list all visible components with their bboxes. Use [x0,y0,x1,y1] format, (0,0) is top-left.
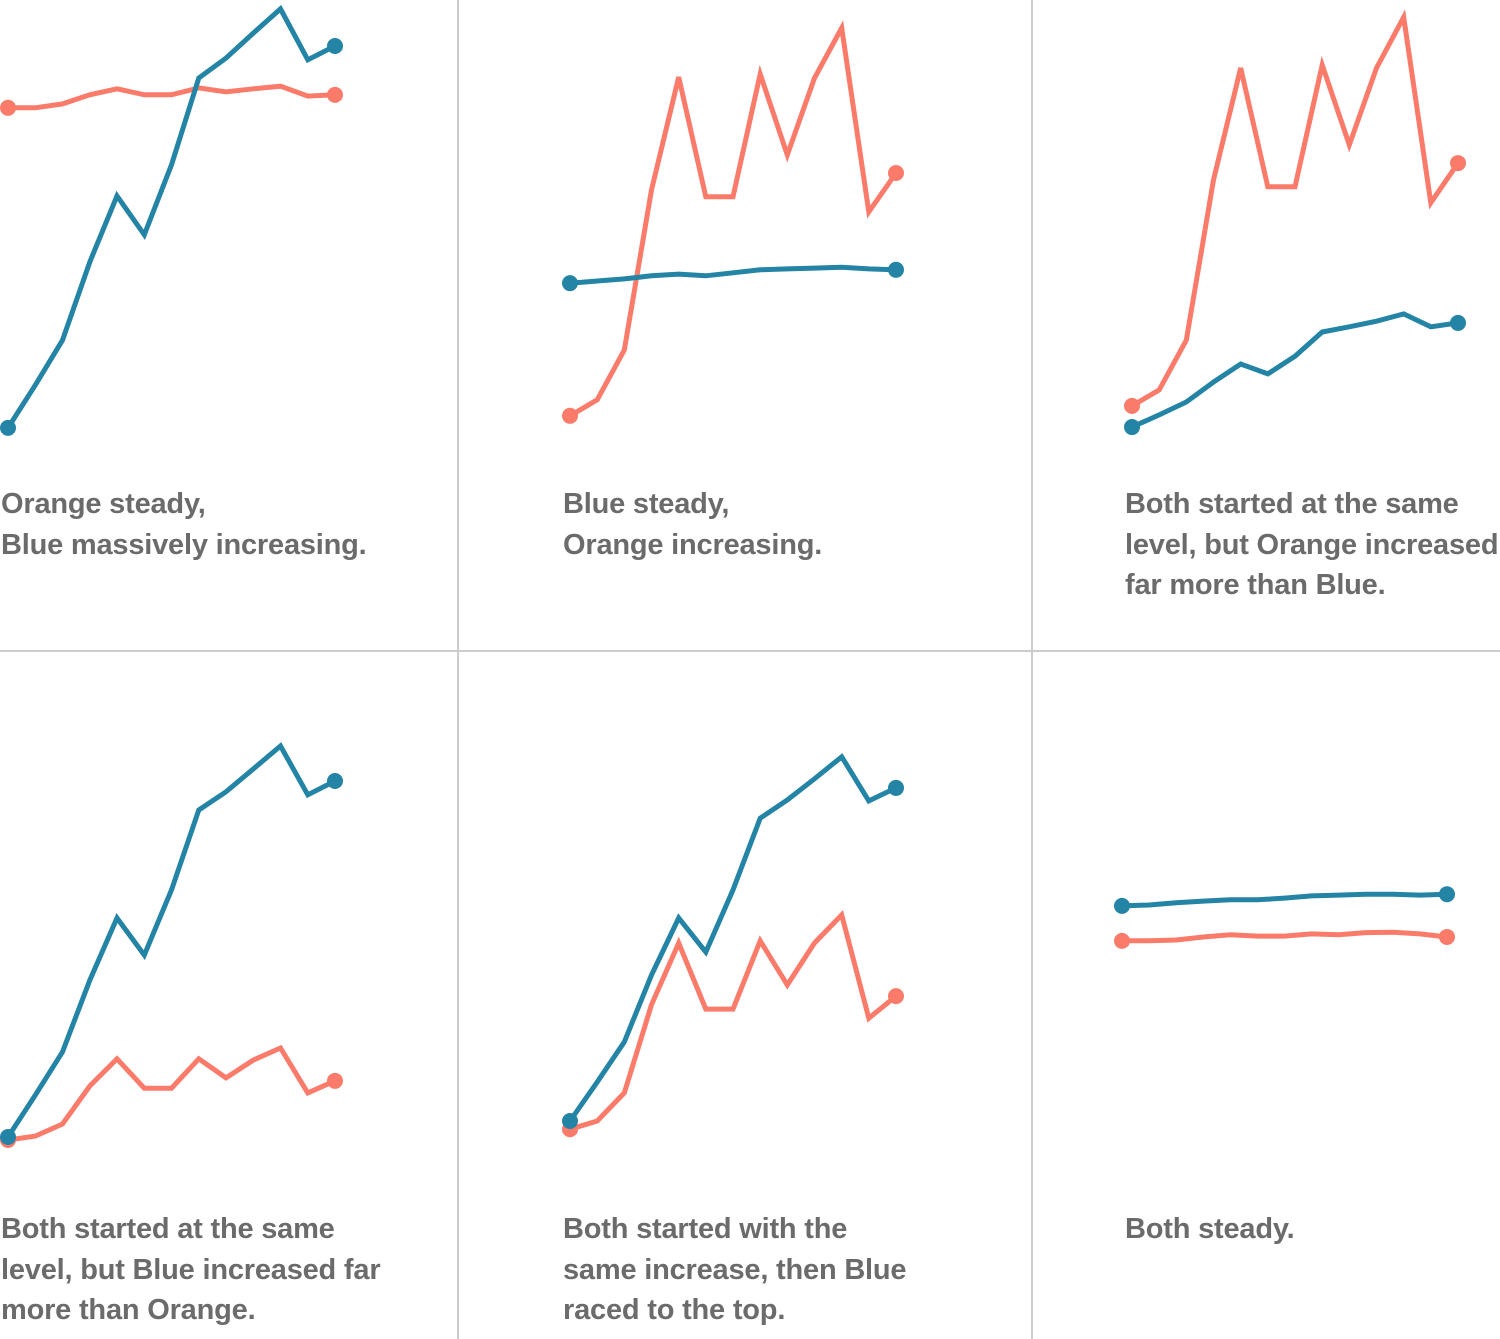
blue-start-point [1114,897,1130,914]
panel-6-caption: Both steady. [1125,1209,1295,1250]
blue-series-line [1130,311,1459,430]
orange-series-line [1122,929,1448,944]
orange-start-point [1114,932,1130,949]
blue-end-point [1450,314,1466,331]
panel-4: Both started at the same level, but Blue… [0,652,457,1339]
caption-line: level, but Orange increased [1125,528,1499,561]
orange-end-point [888,988,904,1005]
blue-series-line [1121,891,1448,909]
panel-6: Both steady. [1033,652,1500,1339]
orange-end-point [888,165,904,182]
caption-line: Both started at the same [1125,488,1459,520]
caption-line: Both started with the [563,1213,848,1245]
column-divider-2 [1031,0,1033,1339]
blue-start-point [562,1112,578,1129]
panel-3-chart [1124,9,1466,436]
caption-line: Orange steady, [1,488,206,520]
caption-line: Blue steady, [563,488,730,520]
caption-line: far more than Blue. [1125,569,1386,601]
panel-2-chart [562,20,904,424]
blue-end-point [1439,886,1455,903]
caption-line: Both steady. [1125,1213,1295,1245]
orange-series-line [7,1044,337,1143]
caption-line: Both started at the same [1,1213,335,1245]
orange-start-point [562,407,578,424]
blue-series-line [5,4,337,430]
blue-series-line [569,264,897,286]
caption-line: same increase, then Blue [563,1253,907,1286]
caption-line: level, but Blue increased far [1,1253,381,1286]
orange-series-line [568,20,899,418]
panel-1: Orange steady, Blue massively increasing… [0,0,457,650]
orange-series-line [1130,9,1461,409]
blue-end-point [327,773,343,790]
orange-series-line [569,909,898,1132]
column-divider-1 [457,0,459,1339]
orange-start-point [1124,397,1140,414]
panel-5-chart [562,753,904,1138]
panel-4-caption: Both started at the same level, but Blue… [1,1209,381,1331]
orange-end-point [1450,155,1466,172]
panel-3-caption: Both started at the same level, but Oran… [1125,484,1499,606]
blue-start-point [0,419,16,436]
blue-end-point [888,261,904,278]
blue-end-point [888,779,904,796]
panel-1-caption: Orange steady, Blue massively increasing… [1,484,367,565]
blue-start-point [562,275,578,292]
panel-5-caption: Both started with the same increase, the… [563,1209,907,1331]
caption-line: Orange increasing. [563,528,823,561]
panel-2: Blue steady, Orange increasing. [459,0,1031,650]
panel-6-chart [1114,886,1455,949]
panel-4-chart [0,742,343,1148]
panel-3: Both started at the same level, but Oran… [1033,0,1500,650]
panel-1-chart [0,4,343,436]
blue-start-point [0,1128,16,1145]
orange-start-point [0,99,16,116]
caption-line: raced to the top. [563,1294,786,1326]
row-divider [0,650,1500,652]
blue-start-point [1124,419,1140,436]
blue-series-line [567,753,898,1123]
orange-end-point [327,86,343,103]
orange-end-point [1439,928,1455,945]
orange-series-line [8,83,336,111]
panel-2-caption: Blue steady, Orange increasing. [563,484,822,565]
caption-line: Blue massively increasing. [1,528,367,561]
orange-end-point [327,1072,343,1089]
blue-end-point [327,38,343,55]
blue-series-line [5,742,337,1139]
caption-line: more than Orange. [1,1294,256,1326]
panel-5: Both started with the same increase, the… [459,652,1031,1339]
